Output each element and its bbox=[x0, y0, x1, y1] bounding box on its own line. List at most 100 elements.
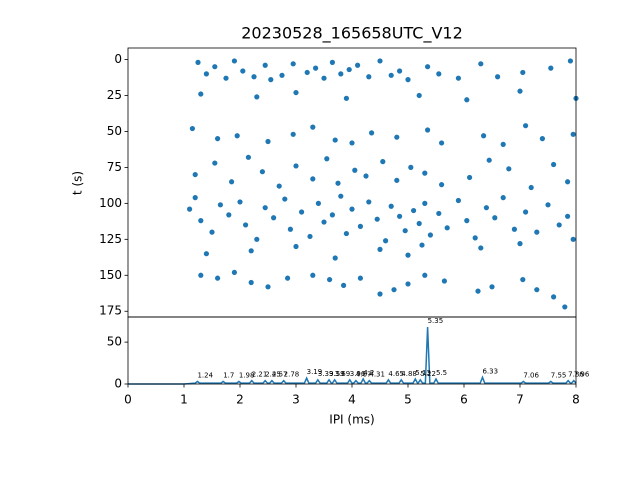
point bbox=[343, 95, 349, 101]
peak-label: 5.5 bbox=[436, 369, 447, 377]
point bbox=[551, 294, 557, 300]
point bbox=[307, 233, 313, 240]
point bbox=[329, 59, 335, 65]
point bbox=[243, 222, 249, 228]
point bbox=[455, 197, 461, 204]
peak-label: 7.96 bbox=[574, 371, 590, 379]
y-tick-label: 50 bbox=[107, 335, 122, 349]
chart-title: 20230528_165658UTC_V12 bbox=[241, 24, 463, 44]
peak-label: 5.22 bbox=[420, 370, 436, 378]
point bbox=[436, 71, 442, 77]
y-tick-label: 50 bbox=[107, 124, 122, 138]
point bbox=[212, 160, 218, 166]
point bbox=[346, 66, 352, 73]
peak-label: 2.45 bbox=[265, 371, 281, 379]
point bbox=[427, 232, 433, 238]
peak-label: 1.98 bbox=[239, 371, 255, 379]
point bbox=[282, 196, 288, 202]
y-tick-label: 150 bbox=[99, 268, 122, 282]
point bbox=[352, 167, 358, 173]
point bbox=[343, 230, 349, 237]
peak-label: 6.33 bbox=[482, 367, 498, 375]
peak-label: 1.7 bbox=[223, 371, 234, 379]
point bbox=[425, 127, 431, 133]
point bbox=[517, 88, 523, 94]
point bbox=[394, 134, 400, 140]
point bbox=[240, 68, 246, 74]
point bbox=[570, 236, 576, 242]
point bbox=[464, 218, 470, 224]
point bbox=[349, 206, 355, 212]
x-tick-label: 1 bbox=[180, 393, 188, 407]
point bbox=[455, 75, 461, 81]
point bbox=[495, 74, 501, 80]
point bbox=[388, 72, 394, 78]
point bbox=[481, 133, 487, 139]
point bbox=[486, 157, 492, 163]
point bbox=[567, 58, 574, 64]
y-axis-label: t (s) bbox=[71, 171, 85, 195]
point bbox=[327, 276, 333, 283]
point bbox=[366, 74, 372, 80]
peak-label: 4.2 bbox=[363, 369, 374, 377]
point bbox=[534, 229, 540, 235]
point bbox=[226, 212, 232, 218]
point bbox=[321, 75, 327, 81]
point bbox=[377, 246, 383, 252]
point bbox=[425, 64, 431, 70]
axes-frame bbox=[127, 316, 577, 385]
point bbox=[489, 284, 495, 290]
point bbox=[332, 255, 338, 261]
point bbox=[394, 177, 400, 183]
point bbox=[290, 131, 296, 137]
point bbox=[534, 287, 540, 293]
point bbox=[265, 284, 271, 290]
point bbox=[405, 281, 411, 287]
line bbox=[128, 327, 577, 385]
point bbox=[209, 229, 215, 235]
point bbox=[422, 200, 428, 206]
x-tick-label: 4 bbox=[348, 393, 356, 407]
point bbox=[397, 213, 403, 219]
point bbox=[380, 159, 386, 165]
point bbox=[231, 269, 237, 276]
point bbox=[500, 195, 506, 201]
point bbox=[293, 243, 299, 250]
point bbox=[355, 62, 361, 68]
point bbox=[231, 58, 237, 64]
peak-label: 3.59 bbox=[329, 370, 345, 378]
x-tick-label: 2 bbox=[236, 393, 244, 407]
point bbox=[408, 164, 414, 170]
point bbox=[511, 226, 517, 232]
peak-label: 5.35 bbox=[428, 317, 444, 325]
point bbox=[388, 203, 394, 209]
y-tick-label: 125 bbox=[99, 232, 122, 246]
point bbox=[366, 199, 372, 205]
point bbox=[565, 213, 571, 219]
point bbox=[293, 89, 299, 96]
point bbox=[419, 242, 425, 248]
point bbox=[234, 133, 240, 139]
point bbox=[520, 276, 526, 283]
peak-label: 4.07 bbox=[356, 371, 372, 379]
point bbox=[215, 275, 221, 281]
point bbox=[551, 161, 557, 168]
point bbox=[245, 154, 251, 160]
point bbox=[279, 72, 285, 78]
point bbox=[341, 282, 347, 288]
point bbox=[478, 61, 484, 67]
point bbox=[335, 180, 341, 186]
point bbox=[411, 207, 417, 214]
peak-label: 7.55 bbox=[551, 371, 567, 379]
peak-label: 3.69 bbox=[335, 370, 351, 378]
point bbox=[192, 195, 198, 201]
point bbox=[416, 220, 422, 227]
point bbox=[248, 279, 254, 286]
point bbox=[268, 77, 274, 83]
point bbox=[520, 69, 526, 76]
point bbox=[229, 179, 235, 185]
point bbox=[523, 209, 529, 215]
y-tick-label: 0 bbox=[114, 52, 122, 66]
point bbox=[523, 123, 529, 129]
